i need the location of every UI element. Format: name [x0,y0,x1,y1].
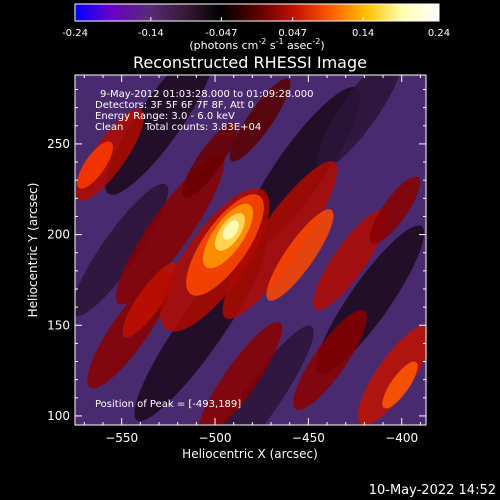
heatmap-blob [382,361,418,409]
colorbar-tick-label: -0.14 [138,28,164,39]
heatmap-image [75,75,426,425]
annotation-peak-position: Position of Peak = [-493,189] [95,399,241,410]
heatmap-blob [105,75,215,195]
heatmap-blob [182,122,238,198]
heatmap-blob [122,262,178,338]
heatmap-blob [229,78,291,162]
heatmap-blob [317,75,403,169]
x-tick-label: −550 [105,431,138,445]
y-tick-label: 150 [47,318,70,332]
y-tick-label: 200 [47,228,70,242]
heatmap-blob [115,155,225,305]
colorbar-ticks: -0.24 -0.14 -0.047 0.047 0.14 0.24 [62,17,450,39]
plot-frame [74,74,427,426]
heatmap-blob [197,321,283,425]
heatmap-blob [266,209,334,301]
heatmap-blob [75,183,169,317]
colorbar-fill [74,3,440,22]
heatmap-blob [206,325,314,425]
heatmap-blob [223,220,239,240]
colorbar-unit-label: (photons cm-2 s-1 asec-2) [189,37,324,52]
colorbar: -0.24 -0.14 -0.047 0.047 0.14 0.24 (photons c… [62,3,450,52]
heatmap-blob [76,141,114,189]
colorbar-tick-label: 0.24 [428,28,450,39]
chart-title: Reconstructed RHESSI Image [133,53,367,72]
y-axis: 100 150 200 250 [47,89,426,423]
heatmap-blob [222,161,338,319]
annotation-energy: Energy Range: 3.0 - 6.0 keV [95,111,235,122]
colorbar-tick-label: -0.047 [205,28,237,39]
heatmap-blobs [75,75,426,425]
colorbar-tick-label: 0.047 [278,28,307,39]
footer-timestamp: 10-May-2022 14:52 [369,483,496,498]
y-tick-label: 250 [47,137,70,151]
x-tick-label: −450 [292,431,325,445]
annotation-detectors: Detectors: 3F 5F 6F 7F 8F, Att 0 [95,100,254,111]
annotation-counts: Total counts: 3.83E+04 [144,122,261,133]
annotation-method: Clean [95,122,123,133]
x-tick-label: −400 [385,431,418,445]
heatmap-blob [293,310,367,410]
colorbar-tick-label: 0.14 [352,28,374,39]
heatmap-blob [313,210,387,310]
x-tick-label: −500 [199,431,232,445]
x-axis: −550 −500 −450 −400 [83,75,421,445]
colorbar-tick-label: -0.24 [62,28,88,39]
heatmap-blob [357,324,426,425]
heatmap-blob [370,176,420,244]
plot-annotations: 9-May-2012 01:03:28.000 to 01:09:28.000 … [95,89,313,410]
x-axis-label: Heliocentric X (arcsec) [182,447,318,461]
y-tick-label: 100 [47,409,70,423]
annotation-time-range: 9-May-2012 01:03:28.000 to 01:09:28.000 [100,89,313,100]
y-axis-label: Heliocentric Y (arcsec) [26,183,40,318]
